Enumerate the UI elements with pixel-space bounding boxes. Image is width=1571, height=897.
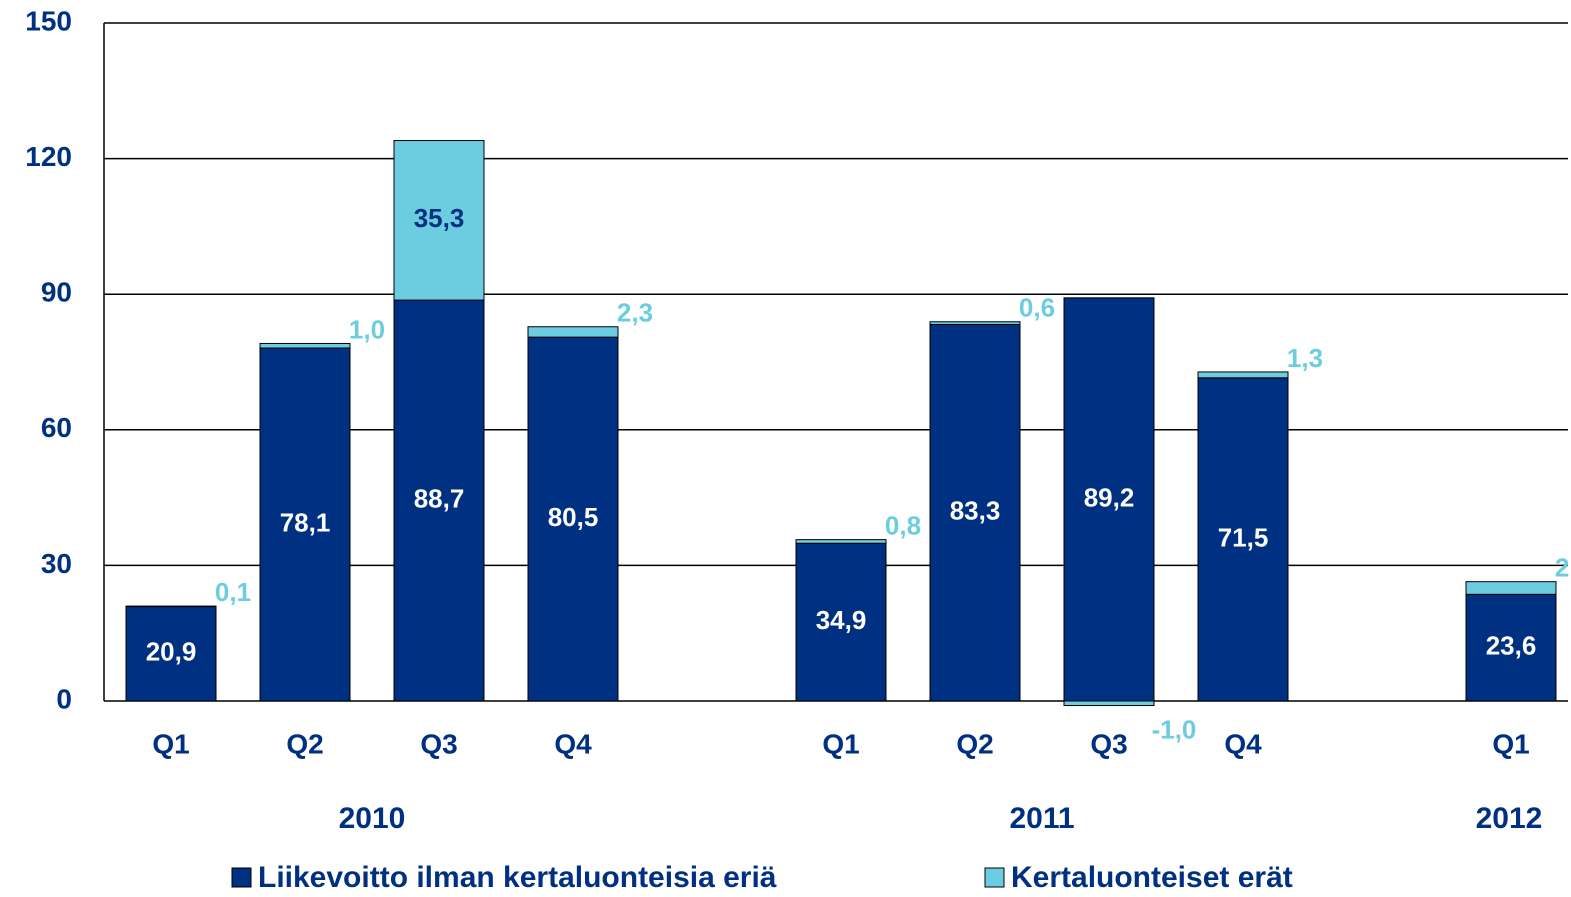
data-label: 1,3 xyxy=(1287,343,1323,373)
bar-segment xyxy=(393,299,485,702)
data-label: 71,5 xyxy=(1218,522,1269,552)
y-tick-label: 120 xyxy=(25,141,72,172)
legend-label: Liikevoitto ilman kertaluonteisia eriä xyxy=(258,861,777,894)
x-tick-label: Q4 xyxy=(1224,728,1262,759)
x-tick-label: Q3 xyxy=(1090,728,1127,759)
data-label: 80,5 xyxy=(548,502,599,532)
x-tick-label: Q4 xyxy=(554,728,592,759)
group-label: 2011 xyxy=(1009,802,1074,835)
bar-segment xyxy=(1063,700,1155,707)
data-label: 1,0 xyxy=(349,314,385,344)
bar-segment xyxy=(1197,371,1289,379)
y-tick-label: 150 xyxy=(25,5,72,36)
data-label: 23,6 xyxy=(1486,631,1537,661)
bar-segment xyxy=(929,323,1021,702)
bar-segment xyxy=(259,342,351,349)
data-label: 34,9 xyxy=(816,605,867,635)
bar-segment xyxy=(929,321,1021,325)
bar-segment xyxy=(1197,377,1289,702)
x-tick-label: Q1 xyxy=(1492,728,1529,759)
x-tick-label: Q1 xyxy=(152,728,189,759)
bar-segment xyxy=(393,140,485,301)
bar-segment xyxy=(259,347,351,702)
data-label: 0,6 xyxy=(1019,293,1055,323)
data-label: 78,1 xyxy=(280,507,331,537)
data-label: 0,1 xyxy=(215,577,251,607)
data-label: 83,3 xyxy=(950,496,1001,526)
group-label: 2010 xyxy=(339,802,406,835)
y-tick-label: 30 xyxy=(41,548,72,579)
bar-segment xyxy=(125,606,217,702)
bar-segment xyxy=(1465,581,1557,595)
data-label: -1,0 xyxy=(1152,714,1197,744)
bar-segment xyxy=(527,336,619,702)
data-label: 88,7 xyxy=(414,483,465,513)
bar-segment xyxy=(795,539,887,544)
x-tick-label: Q2 xyxy=(286,728,323,759)
legend-swatch xyxy=(231,867,252,888)
data-label: 89,2 xyxy=(1084,482,1135,512)
y-tick-label: 60 xyxy=(41,412,72,443)
data-label: 2,3 xyxy=(617,298,653,328)
bar-segment xyxy=(1465,593,1557,702)
data-label: 20,9 xyxy=(146,637,197,667)
x-tick-label: Q3 xyxy=(420,728,457,759)
group-label: 2012 xyxy=(1476,802,1543,835)
legend-swatch xyxy=(984,867,1005,888)
bar-segment xyxy=(527,326,619,338)
y-tick-label: 0 xyxy=(56,683,72,714)
bar-segment xyxy=(1063,297,1155,702)
y-tick-label: 90 xyxy=(41,277,72,308)
data-label: 2,8 xyxy=(1555,553,1571,583)
legend-label: Kertaluonteiset erät xyxy=(1011,861,1293,894)
x-tick-label: Q1 xyxy=(822,728,859,759)
data-label: 0,8 xyxy=(885,511,921,541)
x-tick-label: Q2 xyxy=(956,728,993,759)
bar-segment xyxy=(125,605,217,608)
bar-segment xyxy=(795,542,887,702)
data-label: 35,3 xyxy=(414,203,465,233)
